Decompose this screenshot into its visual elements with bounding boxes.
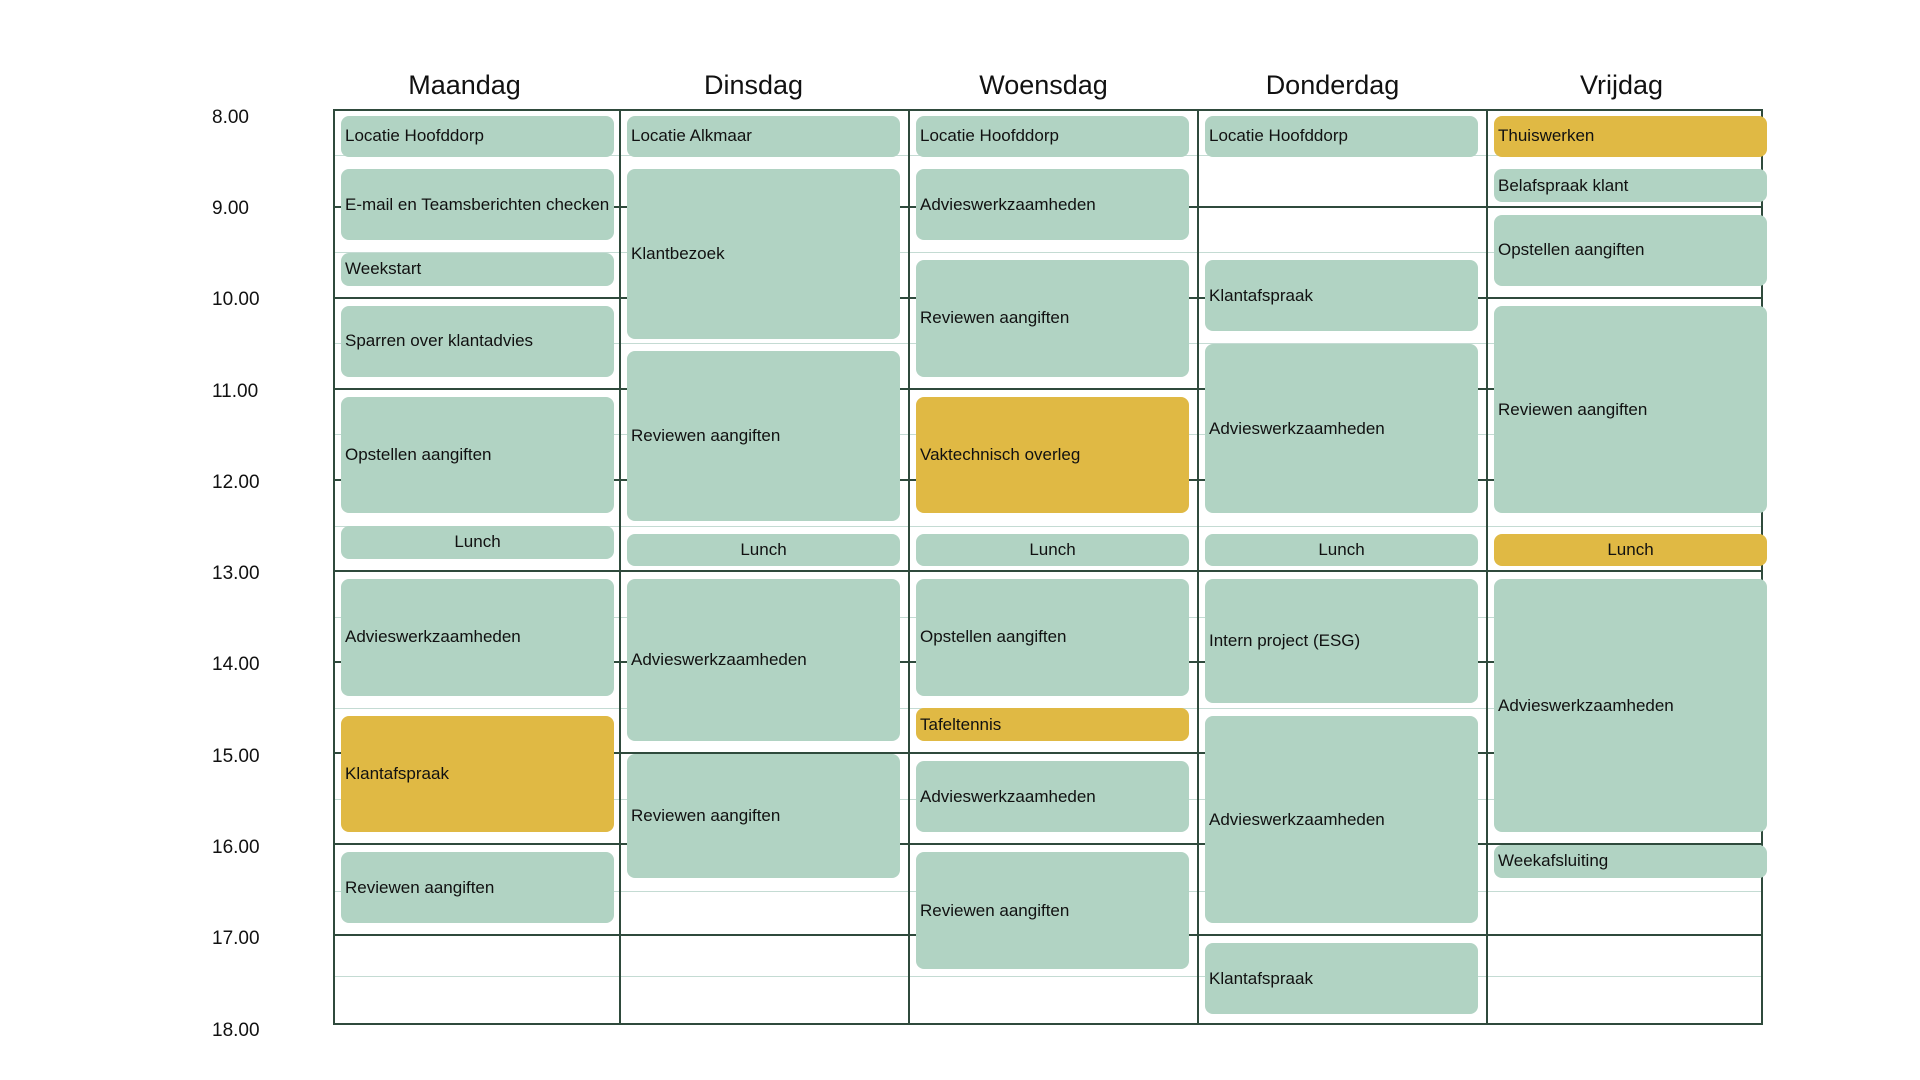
schedule-grid-frame xyxy=(333,109,1763,1025)
time-label-18: 18.00 xyxy=(212,1020,260,1041)
event-block[interactable]: Locatie Alkmaar xyxy=(627,116,900,157)
time-label-8: 8.00 xyxy=(212,107,249,128)
event-block[interactable]: Lunch xyxy=(1205,533,1478,567)
grid-column-line xyxy=(1197,109,1199,1025)
event-block[interactable]: Intern project (ESG) xyxy=(1205,579,1478,704)
event-block[interactable]: Sparren over klantadvies xyxy=(341,305,614,377)
time-label-12: 12.00 xyxy=(212,472,260,493)
grid-column-line xyxy=(1486,109,1488,1025)
event-block[interactable]: Reviewen aangiften xyxy=(916,260,1189,377)
event-block[interactable]: Klantafspraak xyxy=(341,715,614,833)
time-label-16: 16.00 xyxy=(212,837,260,858)
day-header-woensdag: Woensdag xyxy=(979,70,1108,100)
time-label-14: 14.00 xyxy=(212,654,260,675)
day-header-vrijdag: Vrijdag xyxy=(1579,70,1664,100)
event-block[interactable]: Opstellen aangiften xyxy=(916,579,1189,696)
event-block[interactable]: Lunch xyxy=(1494,533,1767,567)
event-block[interactable]: Klantafspraak xyxy=(1205,260,1478,332)
event-block[interactable]: Advieswerkzaamheden xyxy=(1494,579,1767,833)
time-label-11: 11.00 xyxy=(212,381,259,402)
grid-column-line xyxy=(908,109,910,1025)
event-block[interactable]: Lunch xyxy=(341,525,614,559)
event-block[interactable]: Reviewen aangiften xyxy=(627,351,900,521)
event-block[interactable]: Reviewen aangiften xyxy=(341,852,614,924)
time-label-17: 17.00 xyxy=(212,928,260,949)
event-block[interactable]: Klantafspraak xyxy=(1205,943,1478,1015)
grid-halfhour-line xyxy=(333,252,1763,253)
event-block[interactable]: Belafspraak klant xyxy=(1494,169,1767,203)
grid-halfhour-line xyxy=(333,976,1763,977)
event-block[interactable]: Advieswerkzaamheden xyxy=(341,579,614,696)
event-block[interactable]: Vaktechnisch overleg xyxy=(916,396,1189,514)
time-label-10: 10.00 xyxy=(212,289,260,310)
event-block[interactable]: Locatie Hoofddorp xyxy=(1205,116,1478,157)
event-block[interactable]: Opstellen aangiften xyxy=(1494,214,1767,286)
event-block[interactable]: Reviewen aangiften xyxy=(1494,305,1767,514)
event-block[interactable]: Klantbezoek xyxy=(627,169,900,339)
grid-hour-line xyxy=(333,570,1763,572)
event-block[interactable]: Opstellen aangiften xyxy=(341,396,614,514)
event-block[interactable]: Weekafsluiting xyxy=(1494,844,1767,878)
event-block[interactable]: Locatie Hoofddorp xyxy=(341,116,614,157)
day-header-dinsdag: Dinsdag xyxy=(703,70,804,100)
event-block[interactable]: Advieswerkzaamheden xyxy=(916,169,1189,241)
time-label-13: 13.00 xyxy=(212,563,260,584)
event-block[interactable]: Advieswerkzaamheden xyxy=(1205,715,1478,924)
event-block[interactable]: Tafeltennis xyxy=(916,708,1189,742)
grid-hour-line xyxy=(333,843,1763,845)
event-block[interactable]: Lunch xyxy=(916,533,1189,567)
time-label-15: 15.00 xyxy=(212,746,260,767)
event-block[interactable]: Reviewen aangiften xyxy=(627,753,900,878)
event-block[interactable]: Advieswerkzaamheden xyxy=(1205,343,1478,514)
grid-hour-line xyxy=(333,752,1763,754)
event-block[interactable]: Weekstart xyxy=(341,252,614,286)
event-block[interactable]: Advieswerkzaamheden xyxy=(916,761,1189,833)
day-header-maandag: Maandag xyxy=(408,70,521,100)
grid-column-line xyxy=(619,109,621,1025)
event-block[interactable]: Lunch xyxy=(627,533,900,567)
event-block[interactable]: Locatie Hoofddorp xyxy=(916,116,1189,157)
time-label-9: 9.00 xyxy=(212,198,249,219)
day-header-donderdag: Donderdag xyxy=(1265,70,1400,100)
event-block[interactable]: Advieswerkzaamheden xyxy=(627,579,900,742)
event-block[interactable]: Reviewen aangiften xyxy=(916,852,1189,969)
grid-halfhour-line xyxy=(333,526,1763,527)
event-block[interactable]: Thuiswerken xyxy=(1494,116,1767,157)
event-block[interactable]: E-mail en Teamsberichten checken xyxy=(341,169,614,241)
grid-hour-line xyxy=(333,388,1763,390)
